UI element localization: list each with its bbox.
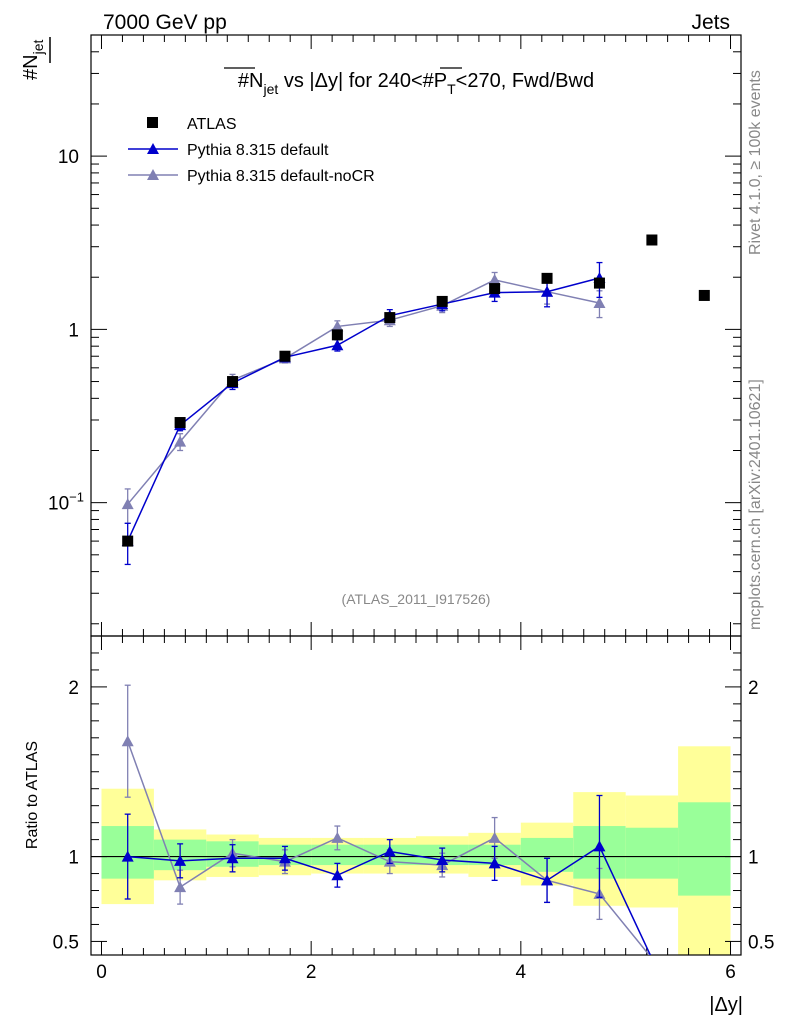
ratio-y-tick-label-right: 0.5 [748,932,774,953]
x-axis-label: |Δy| [709,994,743,1016]
main-y-tick-label: 10 [58,147,79,168]
chart-title: #Njet vs |Δy| for 240<#PT<270, Fwd/Bwd [238,70,594,97]
ratio-default-point [488,857,501,869]
main-y-axis-label: #Njet [20,40,46,80]
main-nocr-point [121,498,134,510]
ratio-y-tick-label: 0.5 [53,932,79,953]
main-nocr-line [127,279,600,505]
main-atlas-point [646,234,658,246]
ratio-band-inner [678,802,731,896]
main-atlas-point [227,376,239,388]
main-atlas-point [436,295,448,307]
main-nocr-point [174,435,187,447]
main-default-line [127,277,600,542]
legend-default-marker [147,143,159,154]
header-energy-label: 7000 GeV pp [103,11,227,34]
main-y-label-sub: jet [30,40,46,56]
ratio-default-point [278,852,291,864]
title-part-c: <270, Fwd/Bwd [456,70,594,92]
title-part-a: #N [238,70,264,92]
main-atlas-point [279,350,291,362]
main-default-point [331,339,344,351]
main-y-label-text: #N [20,54,42,80]
ratio-band-inner [625,827,679,879]
ratio-nocr-point [121,735,134,747]
main-atlas-point [331,329,343,341]
main-y-tick-label: 10−1 [48,490,84,515]
mcplots-source-label: mcplots.cern.ch [arXiv:2401.10621] [747,379,764,630]
ratio-default-point [174,854,187,866]
main-y-tick-exponent: −1 [69,490,84,505]
legend-nocr-marker [147,169,159,180]
svg-text:#Njet: #Njet [20,40,46,80]
main-atlas-point [489,283,501,295]
title-part-b-sub: T [447,81,456,97]
legend-atlas-label: ATLAS [187,116,237,133]
main-atlas-point [122,535,134,547]
ratio-default-point [541,874,554,886]
ratio-band-inner [311,844,364,866]
legend-nocr-label: Pythia 8.315 default-noCR [187,168,375,185]
x-tick-label: 0 [96,962,107,983]
main-atlas-point [593,277,605,289]
main-nocr-point [331,320,344,332]
title-part-b: vs |Δy| for 240<#P [278,70,447,92]
ratio-default-point [226,852,239,864]
ratio-y-tick-label: 1 [68,848,79,869]
header-process-label: Jets [691,11,730,34]
main-atlas-point [541,272,553,284]
ratio-nocr-point [174,881,187,893]
ratio-panel: 0 2 4 6 0.5 0.5 1 1 2 2 [53,635,774,983]
ratio-default-point [331,869,344,881]
ratio-y-tick-label-right: 2 [748,678,759,699]
main-y-tick-label: 1 [68,320,79,341]
ratio-default-point [593,840,606,852]
ratio-default-point [121,850,134,862]
ratio-y-axis-label: Ratio to ATLAS [24,741,41,849]
x-tick-label: 6 [725,962,736,983]
main-atlas-point [174,417,186,429]
legend-atlas-marker [147,117,158,128]
ratio-y-tick-label-right: 1 [748,848,759,869]
main-atlas-point [384,312,396,324]
main-atlas-point [698,289,710,301]
rivet-version-label: Rivet 4.1.0, ≥ 100k events [747,70,764,255]
ratio-series-group [121,684,652,955]
legend-default-label: Pythia 8.315 default [187,142,329,159]
main-nocr-point [593,296,606,308]
main-default-point [541,285,554,297]
main-nocr-point [488,273,501,285]
ratio-default-point [383,845,396,857]
legend: ATLAS Pythia 8.315 default Pythia 8.315 … [128,116,375,185]
ratio-y-tick-label: 2 [68,678,79,699]
ratio-default-point [436,853,449,865]
analysis-tag: (ATLAS_2011_I917526) [342,591,491,607]
x-tick-label: 2 [306,962,317,983]
title-part-a-sub: jet [262,81,278,97]
x-tick-label: 4 [516,962,527,983]
ratio-nocr-point [331,831,344,843]
ratio-nocr-point [488,831,501,843]
